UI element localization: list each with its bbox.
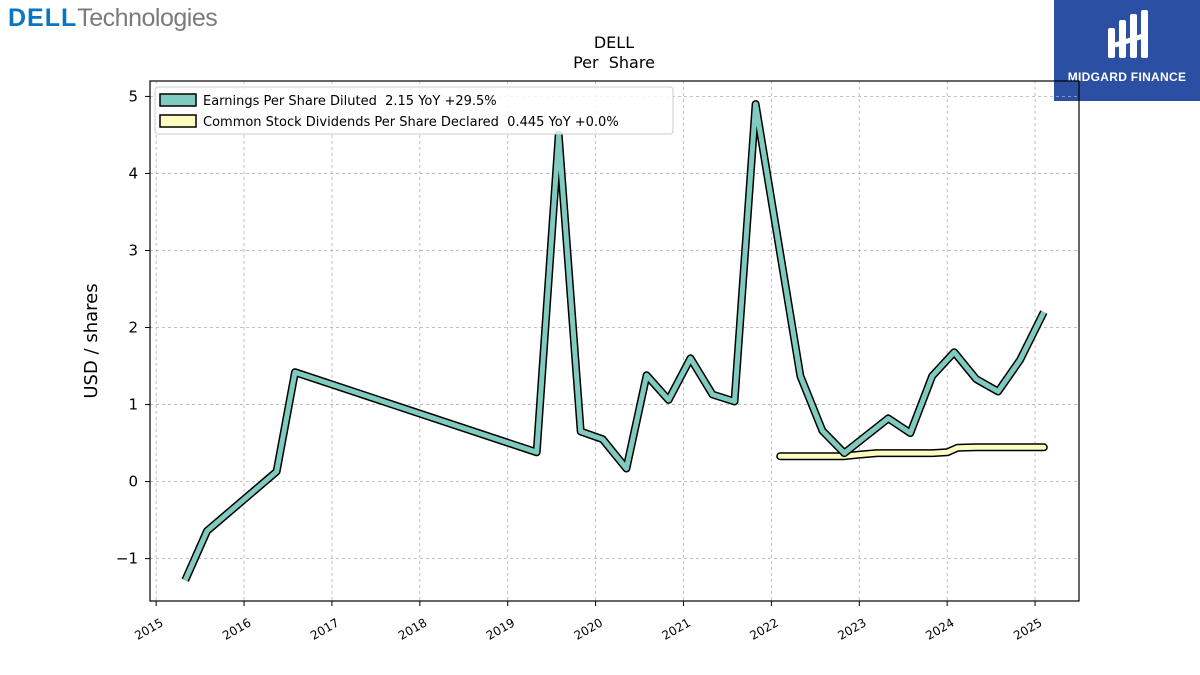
plot-frame — [149, 80, 1080, 602]
chart-subtitle: Per Share — [573, 53, 655, 72]
y-tick-label: 1 — [128, 396, 138, 414]
series-eps-line-stroke — [182, 101, 1047, 582]
midgard-emblem-icon — [1108, 10, 1148, 58]
series-dividends-line-stroke — [777, 444, 1047, 459]
dell-logo-text: DELL — [8, 4, 78, 32]
x-tick-label: 2016 — [220, 615, 253, 642]
x-tick-label: 2022 — [747, 615, 780, 642]
technologies-logo-text: Technologies — [77, 4, 218, 32]
chart-title: DELL — [594, 33, 634, 52]
legend-swatch-eps — [159, 93, 197, 107]
series-dividends-line — [776, 443, 1048, 461]
legend-label-dividends: Common Stock Dividends Per Share Declare… — [203, 115, 619, 130]
dell-technologies-logo: DELLTechnologies — [8, 2, 218, 34]
y-tick-label: 2 — [128, 319, 138, 337]
legend: Earnings Per Share Diluted 2.15 YoY +29.… — [154, 86, 674, 135]
x-tick-label: 2015 — [132, 615, 165, 642]
x-tick-label: 2025 — [1011, 615, 1044, 642]
x-tick-label: 2017 — [308, 615, 341, 642]
x-tick-label: 2018 — [396, 615, 429, 642]
midgard-finance-label: MIDGARD FINANCE — [1067, 70, 1187, 84]
x-tick-label: 2019 — [484, 615, 517, 642]
x-tick-label: 2020 — [572, 615, 605, 642]
y-tick-label: −1 — [116, 550, 138, 568]
y-tick-label: 5 — [128, 87, 138, 105]
chart-grid — [150, 81, 1079, 601]
midgard-finance-logo: MIDGARD FINANCE — [1054, 0, 1200, 101]
x-axis: 2015 2016 2017 2018 2019 2020 2021 2022 2023 2024… — [132, 601, 1045, 643]
x-tick-label: 2023 — [835, 615, 868, 642]
y-axis: −1 0 1 2 3 4 5 — [116, 87, 150, 568]
series-eps-line-outline — [181, 100, 1048, 582]
y-tick-label: 4 — [128, 164, 138, 182]
y-tick-label: 0 — [128, 473, 138, 491]
y-tick-label: 3 — [128, 241, 138, 259]
x-tick-label: 2024 — [923, 615, 956, 642]
x-tick-label: 2021 — [660, 615, 693, 642]
y-axis-label: USD / shares — [81, 283, 102, 398]
plot-area — [181, 100, 1048, 582]
series-eps-line — [181, 100, 1048, 582]
legend-box — [154, 86, 674, 135]
legend-label-eps: Earnings Per Share Diluted 2.15 YoY +29.… — [203, 94, 497, 109]
legend-swatch-dividends — [159, 114, 197, 128]
